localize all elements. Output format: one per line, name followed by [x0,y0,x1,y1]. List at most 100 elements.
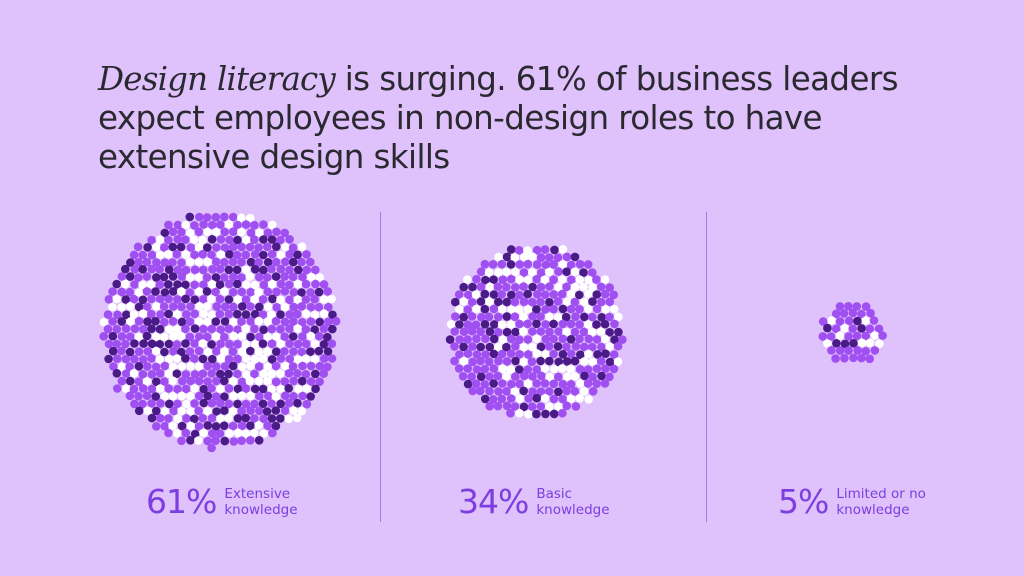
bubble-dot [212,302,221,311]
bubble-dot [532,260,542,269]
bubble-dot [311,279,320,289]
bubble-dot [835,331,845,340]
bubble-dot [618,335,627,344]
stat-label-line: Basic [536,486,573,502]
bubble-dot [147,235,156,245]
bubble-dot [588,268,597,277]
bubble-dot [297,302,307,311]
bubble-dot [237,287,246,297]
bubble-dot [455,335,465,344]
bubble-dot [267,384,276,394]
bubble-dot [176,331,186,341]
bubble-dot [511,356,520,366]
bubble-dot [467,326,477,336]
bubble-dot [609,364,619,374]
bubble-dot [177,436,186,446]
bubble-dot [575,394,584,403]
bubble-dot [146,280,156,289]
bubble-dot [125,272,135,281]
bubble-dot [558,260,568,269]
bubble-dot [471,379,481,389]
bubble-dot [571,342,581,351]
bubble-dot [468,282,477,292]
stat-label: Basic knowledge [536,486,609,518]
bubble-dot [276,354,286,363]
bubble-dot [315,317,325,327]
bubble-dot [575,290,584,300]
bubble-dot [181,339,190,348]
bubble-dot [220,258,229,267]
bubble-dot [454,364,464,373]
bubble-dot [293,250,302,260]
bubble-dot [164,339,174,349]
bubble-dot [203,377,212,386]
bubble-dot [294,265,303,275]
bubble-dot [613,341,623,351]
bubble-dot [241,413,250,423]
bubble-dot [570,297,580,307]
bubble-dot [211,362,221,371]
bubble-dot [155,340,164,349]
bubble-dot [220,287,229,296]
bubble-dot [301,370,311,379]
bubble-dot [289,347,298,356]
bubble-dot [823,339,832,348]
bubble-dot [199,220,208,229]
bubble-dot [190,399,199,408]
bubble-dot [566,319,576,329]
bubble-dot [306,317,316,326]
bubble-dot [267,249,277,259]
bubble-dot [267,399,276,408]
bubble-dot [605,297,615,307]
bubble-dot [177,302,186,312]
bubble-dot [519,357,528,367]
bubble-dot [468,386,478,396]
bubble-dot [207,398,217,408]
bubble-dot [211,273,221,282]
bubble-dot [233,295,243,304]
bubble-dot [510,387,520,397]
bubble-dot [293,324,303,333]
bubble-dot [216,414,225,423]
bubble-dot [159,317,169,327]
bubble-dot [579,268,588,277]
bubble-dot [592,335,602,344]
bubble-dot [293,295,303,304]
bubble-dot [281,391,290,401]
bubble-dot [181,265,191,275]
bubble-dot [143,347,153,356]
bubble-dot [125,376,135,386]
bubble-dot [528,268,537,277]
bubble-dot [276,399,286,409]
bubble-dot [575,305,584,314]
bubble-dot [147,370,157,379]
bubble-dot [507,334,516,344]
bubble-dot [142,257,152,267]
bubble-dot [202,273,212,282]
bubble-dot [592,304,602,314]
bubble-dot [861,302,871,311]
bubble-dot [541,260,551,270]
bubble-dot [267,355,277,364]
bubble-dot [130,265,140,274]
bubble-dot [319,369,329,378]
bubble-dot [129,310,139,319]
bubble-dot [471,290,481,299]
bubble-dot [250,384,260,394]
bubble-dot [454,290,464,299]
bubble-dot [502,312,512,321]
bubble-dot [298,318,307,327]
bubble-dot [181,370,191,379]
bubble-dot [520,371,529,381]
bubble-dot [108,287,117,296]
bubble-dot [545,312,554,322]
bubble-dot [199,398,209,408]
bubble-dot [178,376,187,386]
bubble-dot [237,362,247,372]
bubble-dot [194,391,204,401]
bubble-dot [844,302,853,311]
bubble-dot [176,347,186,357]
bubble-dot [241,295,251,304]
bubble-dot [844,332,853,341]
bubble-dot [117,287,126,297]
